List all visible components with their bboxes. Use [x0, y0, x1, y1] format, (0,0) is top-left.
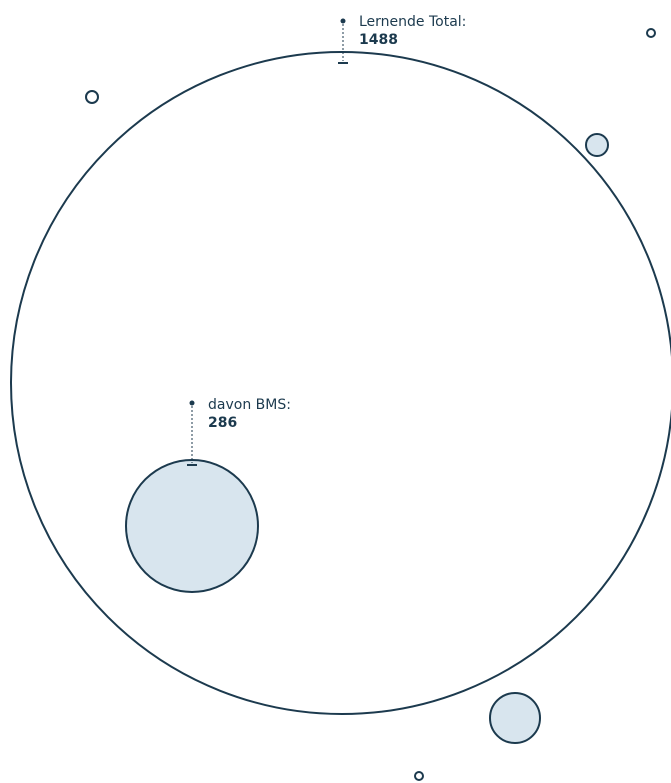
bms-circle [125, 459, 259, 593]
bms-label: davon BMS: 286 [208, 396, 291, 432]
total-label-value: 1488 [359, 32, 398, 48]
decor-bubble-2 [646, 28, 656, 38]
bms-label-value: 286 [208, 415, 238, 431]
total-label-caption: Lernende Total: [359, 14, 467, 30]
decor-bubble-4 [489, 692, 541, 744]
total-leader [338, 18, 348, 64]
decor-bubble-1 [85, 90, 99, 104]
decor-bubble-3 [585, 133, 609, 157]
bms-leader [187, 400, 197, 466]
total-label: Lernende Total: 1488 [359, 13, 466, 49]
total-leader-dot [340, 18, 346, 24]
total-circle [10, 51, 671, 715]
bms-label-caption: davon BMS: [208, 397, 291, 413]
decor-bubble-5 [414, 771, 424, 781]
bms-leader-dot [189, 400, 195, 406]
